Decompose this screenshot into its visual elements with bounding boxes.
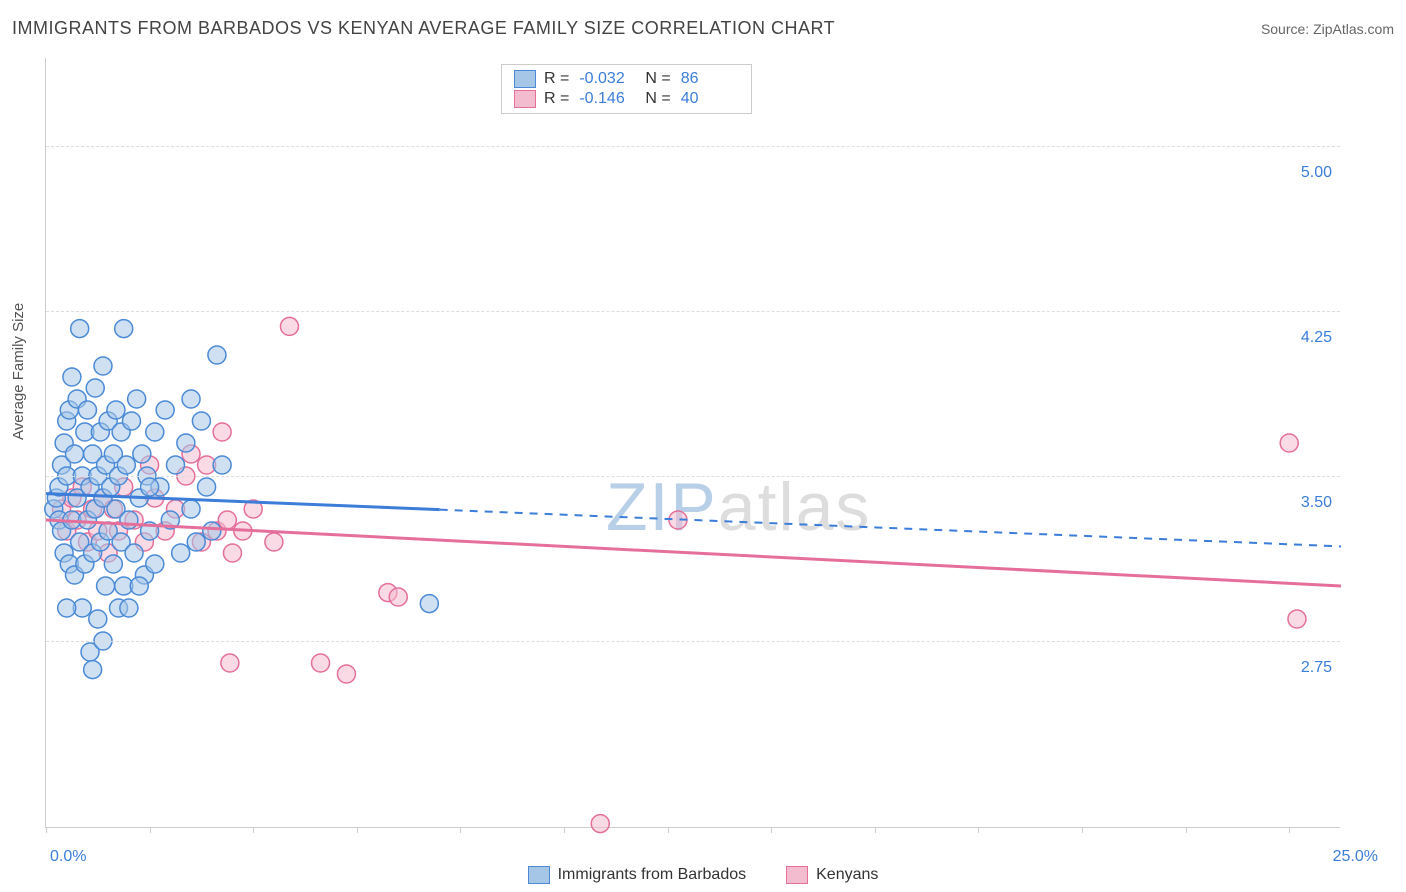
data-point (420, 595, 438, 613)
data-point (58, 599, 76, 617)
data-point (97, 577, 115, 595)
data-point (265, 533, 283, 551)
x-tick-mark (460, 827, 461, 833)
n-label: N = (645, 70, 670, 88)
data-point (192, 412, 210, 430)
chart-svg (46, 58, 1340, 827)
r-value-1: -0.032 (579, 70, 637, 88)
x-tick-mark (668, 827, 669, 833)
x-tick-mark (253, 827, 254, 833)
data-point (128, 390, 146, 408)
data-point (86, 379, 104, 397)
data-point (156, 401, 174, 419)
data-point (172, 544, 190, 562)
data-point (591, 815, 609, 833)
data-point (218, 511, 236, 529)
title-bar: IMMIGRANTS FROM BARBADOS VS KENYAN AVERA… (12, 18, 1394, 39)
data-point (337, 665, 355, 683)
r-value-2: -0.146 (579, 90, 637, 108)
data-point (182, 500, 200, 518)
swatch-series2 (514, 90, 536, 108)
data-point (389, 588, 407, 606)
x-tick-mark (1082, 827, 1083, 833)
data-point (213, 423, 231, 441)
data-point (167, 456, 185, 474)
swatch-series1 (514, 70, 536, 88)
gridline (46, 641, 1340, 642)
r-label: R = (544, 70, 569, 88)
data-point (213, 456, 231, 474)
x-tick-mark (1186, 827, 1187, 833)
data-point (94, 357, 112, 375)
chart-title: IMMIGRANTS FROM BARBADOS VS KENYAN AVERA… (12, 18, 835, 39)
x-tick-mark (875, 827, 876, 833)
data-point (115, 320, 133, 338)
y-tick-label: 2.75 (1272, 659, 1332, 677)
data-point (122, 412, 140, 430)
data-point (146, 555, 164, 573)
n-value-2: 40 (681, 90, 739, 108)
data-point (133, 445, 151, 463)
data-point (84, 661, 102, 679)
legend-stats-row-2: R = -0.146 N = 40 (514, 89, 739, 109)
data-point (203, 522, 221, 540)
x-tick-mark (564, 827, 565, 833)
x-tick-mark (150, 827, 151, 833)
x-tick-mark (46, 827, 47, 833)
data-point (125, 544, 143, 562)
data-point (221, 654, 239, 672)
data-point (107, 401, 125, 419)
data-point (198, 478, 216, 496)
y-axis-label: Average Family Size (10, 303, 27, 440)
legend-stats: R = -0.032 N = 86 R = -0.146 N = 40 (501, 64, 752, 114)
legend-bottom: Immigrants from Barbados Kenyans (0, 866, 1406, 884)
data-point (120, 511, 138, 529)
data-point (89, 610, 107, 628)
x-tick-mark (357, 827, 358, 833)
legend-stats-row-1: R = -0.032 N = 86 (514, 69, 739, 89)
plot-area: ZIPatlas R = -0.032 N = 86 R = -0.146 N … (45, 58, 1340, 828)
gridline (46, 146, 1340, 147)
data-point (130, 577, 148, 595)
data-point (104, 555, 122, 573)
x-tick-mark (978, 827, 979, 833)
data-point (1280, 434, 1298, 452)
data-point (182, 390, 200, 408)
legend-item-1: Immigrants from Barbados (528, 866, 747, 884)
y-tick-label: 5.00 (1272, 164, 1332, 182)
series2-label: Kenyans (816, 866, 878, 884)
x-tick-mark (771, 827, 772, 833)
gridline (46, 311, 1340, 312)
data-point (312, 654, 330, 672)
gridline (46, 476, 1340, 477)
legend-item-2: Kenyans (786, 866, 878, 884)
y-tick-label: 4.25 (1272, 329, 1332, 347)
data-point (177, 434, 195, 452)
swatch-series2-bottom (786, 866, 808, 884)
series1-label: Immigrants from Barbados (558, 866, 747, 884)
data-point (71, 320, 89, 338)
data-point (1288, 610, 1306, 628)
data-point (223, 544, 241, 562)
data-point (120, 599, 138, 617)
x-axis-max-label: 25.0% (1333, 848, 1378, 866)
data-point (78, 401, 96, 419)
r-label-2: R = (544, 90, 569, 108)
data-point (280, 317, 298, 335)
data-point (187, 533, 205, 551)
n-value-1: 86 (681, 70, 739, 88)
data-point (141, 478, 159, 496)
data-point (208, 346, 226, 364)
swatch-series1-bottom (528, 866, 550, 884)
trend-line-series1-dashed (440, 510, 1341, 547)
x-axis-min-label: 0.0% (50, 848, 86, 866)
data-point (63, 368, 81, 386)
n-label-2: N = (645, 90, 670, 108)
data-point (146, 423, 164, 441)
data-point (65, 445, 83, 463)
x-tick-mark (1289, 827, 1290, 833)
y-tick-label: 3.50 (1272, 494, 1332, 512)
data-point (117, 456, 135, 474)
source-label: Source: ZipAtlas.com (1261, 21, 1394, 37)
